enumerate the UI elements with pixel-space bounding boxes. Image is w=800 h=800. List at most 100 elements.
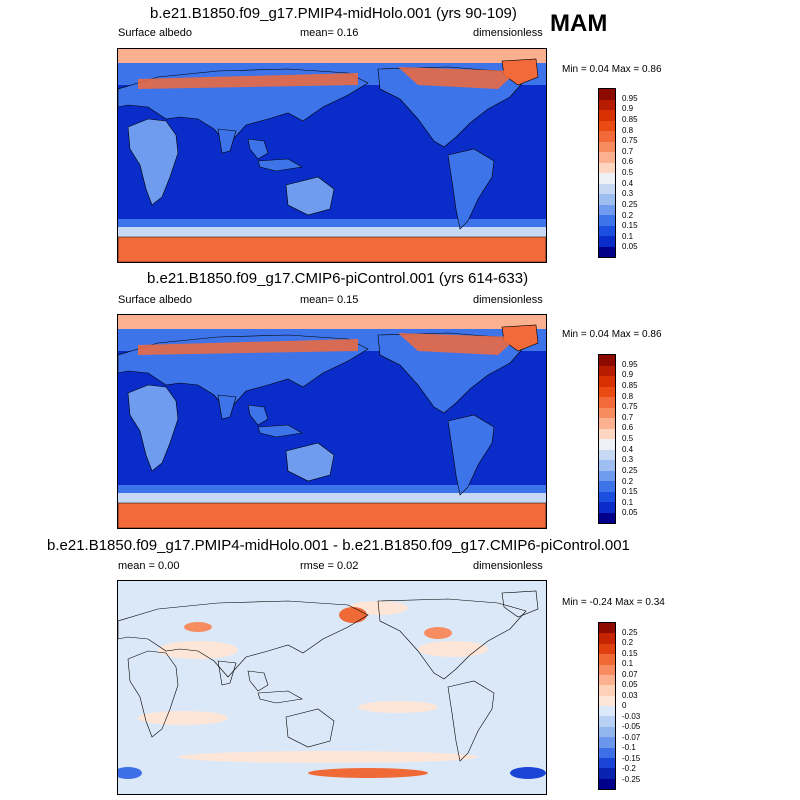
panel2-colorbar-tick-label: 0.9 bbox=[622, 370, 634, 380]
panel3-colorbar-tick-label: 0.07 bbox=[622, 669, 638, 679]
colorbar-swatch bbox=[599, 89, 615, 100]
panel2-colorbar-tick-label: 0.85 bbox=[622, 380, 638, 390]
panel1-colorbar-tick-label: 0.2 bbox=[622, 210, 634, 220]
panel1-colorbar-tick-label: 0.15 bbox=[622, 221, 638, 231]
panel1-units-label: dimensionless bbox=[473, 27, 543, 39]
panel1-colorbar-tick-label: 0.3 bbox=[622, 189, 634, 199]
panel1-variable-label: Surface albedo bbox=[118, 27, 192, 39]
panel1-colorbar-tick-label: 0.4 bbox=[622, 178, 634, 188]
colorbar-swatch bbox=[599, 120, 615, 131]
panel2-colorbar-tick-label: 0.05 bbox=[622, 508, 638, 518]
colorbar-swatch bbox=[599, 236, 615, 247]
panel1-colorbar-tick-label: 0.5 bbox=[622, 168, 634, 177]
panel1-colorbar-tick-label: 0.6 bbox=[622, 157, 634, 167]
colorbar-swatch bbox=[599, 502, 615, 513]
panel2-colorbar-tick-label: 0.3 bbox=[622, 455, 634, 465]
panel3-title: b.e21.B1850.f09_g17.PMIP4-midHolo.001 - … bbox=[47, 537, 630, 554]
panel3-colorbar-tick-label: -0.25 bbox=[622, 774, 641, 784]
colorbar-swatch bbox=[599, 418, 615, 429]
panel2-colorbar-tick-label: 0.25 bbox=[622, 465, 638, 475]
panel3-mean-label: mean = 0.00 bbox=[118, 560, 180, 572]
panel2-colorbar bbox=[598, 354, 616, 524]
panel2-colorbar-tick-label: 0.5 bbox=[622, 434, 634, 443]
panel1-title: b.e21.B1850.f09_g17.PMIP4-midHolo.001 (y… bbox=[150, 5, 517, 22]
colorbar-swatch bbox=[599, 204, 615, 215]
colorbar-swatch bbox=[599, 152, 615, 163]
colorbar-swatch bbox=[599, 654, 615, 665]
colorbar-swatch bbox=[599, 173, 615, 184]
panel3-colorbar-tick-label: -0.07 bbox=[622, 732, 641, 742]
colorbar-swatch bbox=[599, 695, 615, 706]
panel2-colorbar-tick-label: 0.1 bbox=[622, 497, 634, 507]
panel3-colorbar-tick-label: -0.15 bbox=[622, 753, 641, 763]
panel3-units-label: dimensionless bbox=[473, 560, 543, 572]
colorbar-swatch bbox=[599, 757, 615, 769]
colorbar-swatch bbox=[599, 674, 615, 686]
panel3-colorbar-tick-label: 0.15 bbox=[622, 648, 638, 658]
panel2-colorbar-tick-label: 0.15 bbox=[622, 487, 638, 497]
colorbar-swatch bbox=[599, 428, 615, 439]
panel1-colorbar-tick-label: 0.9 bbox=[622, 104, 634, 114]
colorbar-swatch bbox=[599, 141, 615, 152]
colorbar-swatch bbox=[599, 355, 615, 366]
panel3-colorbar bbox=[598, 622, 616, 790]
panel2-colorbar-tick-label: 0.7 bbox=[622, 412, 634, 422]
panel3-colorbar-tick-label: 0 bbox=[622, 701, 627, 710]
colorbar-swatch bbox=[599, 726, 615, 738]
colorbar-swatch bbox=[599, 183, 615, 194]
panel1-colorbar-tick-label: 0.1 bbox=[622, 231, 634, 241]
panel2-colorbar-tick-label: 0.4 bbox=[622, 444, 634, 454]
colorbar-swatch bbox=[599, 225, 615, 236]
season-label: MAM bbox=[550, 10, 608, 37]
panel1-colorbar-tick-label: 0.7 bbox=[622, 146, 634, 156]
panel1-minmax: Min = 0.04 Max = 0.86 bbox=[562, 64, 662, 75]
panel3-colorbar-tick-label: -0.2 bbox=[622, 764, 636, 773]
panel3-colorbar-tick-label: 0.05 bbox=[622, 680, 638, 689]
colorbar-swatch bbox=[599, 664, 615, 675]
panel1-map bbox=[117, 48, 547, 263]
panel3-colorbar-tick-label: -0.03 bbox=[622, 711, 641, 721]
colorbar-swatch bbox=[599, 737, 615, 748]
panel1-colorbar-tick-label: 0.85 bbox=[622, 114, 638, 124]
panel3-colorbar-tick-label: 0.1 bbox=[622, 659, 634, 668]
colorbar-swatch bbox=[599, 685, 615, 696]
panel2-colorbar-tick-label: 0.2 bbox=[622, 476, 634, 486]
colorbar-swatch bbox=[599, 131, 615, 142]
colorbar-swatch bbox=[599, 512, 615, 523]
colorbar-swatch bbox=[599, 768, 615, 779]
panel2-minmax: Min = 0.04 Max = 0.86 bbox=[562, 329, 662, 340]
panel2-variable-label: Surface albedo bbox=[118, 294, 192, 306]
panel1-colorbar bbox=[598, 88, 616, 258]
colorbar-swatch bbox=[599, 460, 615, 471]
colorbar-swatch bbox=[599, 162, 615, 173]
colorbar-swatch bbox=[599, 407, 615, 418]
colorbar-swatch bbox=[599, 491, 615, 502]
colorbar-swatch bbox=[599, 623, 615, 634]
panel3-colorbar-tick-label: 0.25 bbox=[622, 627, 638, 637]
panel1-colorbar-tick-label: 0.25 bbox=[622, 199, 638, 209]
colorbar-swatch bbox=[599, 376, 615, 387]
colorbar-swatch bbox=[599, 99, 615, 110]
colorbar-swatch bbox=[599, 470, 615, 481]
colorbar-swatch bbox=[599, 439, 615, 450]
colorbar-swatch bbox=[599, 643, 615, 655]
panel3-colorbar-tick-label: -0.1 bbox=[622, 743, 636, 752]
panel2-colorbar-tick-label: 0.75 bbox=[622, 402, 638, 412]
panel2-mean-label: mean= 0.15 bbox=[300, 294, 359, 306]
colorbar-swatch bbox=[599, 246, 615, 257]
colorbar-swatch bbox=[599, 194, 615, 205]
colorbar-swatch bbox=[599, 633, 615, 644]
panel1-colorbar-tick-label: 0.75 bbox=[622, 136, 638, 146]
panel2-colorbar-tick-label: 0.6 bbox=[622, 423, 634, 433]
colorbar-swatch bbox=[599, 365, 615, 376]
panel1-colorbar-tick-label: 0.8 bbox=[622, 125, 634, 135]
panel2-map bbox=[117, 314, 547, 529]
colorbar-swatch bbox=[599, 706, 615, 717]
panel2-title: b.e21.B1850.f09_g17.CMIP6-piControl.001 … bbox=[147, 270, 529, 287]
panel2-units-label: dimensionless bbox=[473, 294, 543, 306]
colorbar-swatch bbox=[599, 778, 615, 789]
panel2-colorbar-tick-label: 0.8 bbox=[622, 391, 634, 401]
panel3-colorbar-tick-label: 0.03 bbox=[622, 690, 638, 700]
panel3-minmax: Min = -0.24 Max = 0.34 bbox=[562, 597, 665, 608]
colorbar-swatch bbox=[599, 110, 615, 121]
